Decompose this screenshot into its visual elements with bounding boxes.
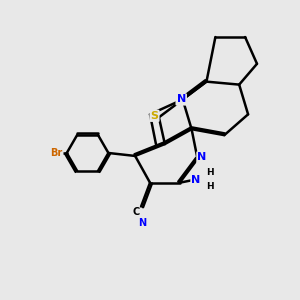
Text: N: N (191, 175, 201, 185)
Text: N: N (139, 218, 147, 228)
Text: Br: Br (50, 148, 62, 158)
Text: H: H (206, 168, 214, 177)
Text: N: N (197, 152, 207, 162)
Text: S: S (151, 111, 158, 121)
Text: N: N (177, 94, 186, 104)
Text: C: C (133, 207, 140, 218)
Text: H: H (206, 182, 214, 190)
